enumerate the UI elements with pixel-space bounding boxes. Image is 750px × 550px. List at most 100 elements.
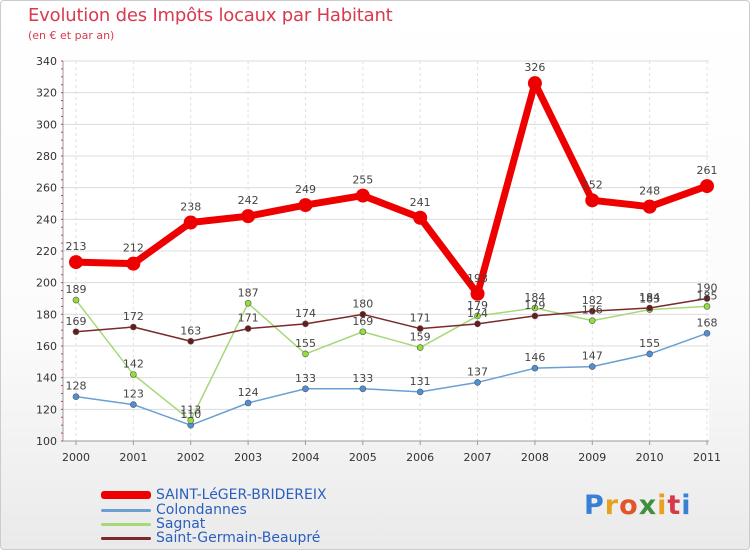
data-label: 174 bbox=[295, 307, 316, 320]
data-point bbox=[700, 179, 714, 194]
y-tick-label: 120 bbox=[36, 403, 57, 416]
chart-title: Evolution des Impôts locaux par Habitant bbox=[28, 5, 393, 26]
data-label: 163 bbox=[180, 324, 201, 337]
data-label: 326 bbox=[524, 61, 545, 74]
y-tick-label: 280 bbox=[36, 150, 57, 163]
data-point bbox=[646, 304, 653, 312]
y-tick-label: 300 bbox=[36, 118, 57, 131]
data-label: 185 bbox=[697, 289, 718, 302]
legend-swatch bbox=[101, 522, 151, 526]
data-point bbox=[244, 325, 252, 332]
data-label: 190 bbox=[697, 282, 718, 295]
data-point bbox=[703, 295, 711, 302]
data-point bbox=[187, 417, 195, 424]
series-line-0 bbox=[72, 79, 711, 298]
data-label: 174 bbox=[467, 307, 488, 320]
data-point bbox=[130, 401, 137, 408]
data-label: 110 bbox=[180, 408, 201, 421]
data-point bbox=[474, 379, 481, 386]
data-label: 180 bbox=[352, 297, 373, 310]
data-point bbox=[302, 320, 309, 328]
data-point bbox=[359, 328, 367, 336]
data-label: 155 bbox=[639, 337, 660, 350]
data-point bbox=[646, 350, 653, 358]
data-label: 252 bbox=[582, 178, 603, 191]
data-label: 133 bbox=[352, 372, 373, 385]
chart-subtitle: (en € et par an) bbox=[28, 29, 115, 42]
data-point bbox=[355, 188, 370, 203]
y-tick-label: 240 bbox=[36, 213, 57, 226]
data-label: 133 bbox=[295, 372, 316, 385]
legend-swatch bbox=[101, 536, 151, 540]
data-point bbox=[72, 296, 80, 304]
x-tick-label: 2005 bbox=[349, 451, 377, 464]
series-line-2 bbox=[75, 299, 708, 422]
data-point bbox=[474, 320, 481, 328]
data-point bbox=[470, 286, 485, 301]
x-tick-label: 2001 bbox=[119, 451, 147, 464]
data-point bbox=[416, 388, 424, 396]
x-tick-label: 2007 bbox=[464, 451, 492, 464]
data-point bbox=[359, 311, 367, 318]
data-label: 189 bbox=[66, 283, 87, 296]
y-tick-label: 180 bbox=[36, 308, 57, 321]
logo-letter: r bbox=[604, 490, 620, 521]
data-label: 155 bbox=[295, 337, 316, 350]
data-label: 238 bbox=[180, 201, 201, 214]
series-line-1 bbox=[75, 332, 708, 426]
x-tick-label: 2009 bbox=[578, 451, 606, 464]
data-point bbox=[588, 307, 596, 315]
data-point bbox=[298, 198, 313, 213]
legend-swatch bbox=[101, 508, 151, 512]
data-point bbox=[187, 337, 195, 345]
x-tick-label: 2000 bbox=[62, 451, 90, 464]
data-label: 248 bbox=[639, 185, 660, 198]
data-label: 213 bbox=[66, 240, 87, 253]
data-label: 176 bbox=[582, 304, 603, 317]
data-point bbox=[130, 323, 137, 331]
y-tick-label: 160 bbox=[36, 340, 57, 353]
data-label: 146 bbox=[524, 351, 545, 364]
data-point bbox=[72, 328, 80, 336]
data-label: 131 bbox=[410, 375, 431, 388]
data-point bbox=[585, 193, 600, 208]
data-point bbox=[588, 363, 596, 370]
data-point bbox=[531, 304, 539, 312]
legend-label: SAINT-LéGER-BRIDEREIX bbox=[156, 487, 327, 503]
data-point bbox=[531, 312, 539, 320]
legend-label: Sagnat bbox=[156, 516, 206, 532]
y-tick-label: 140 bbox=[36, 372, 57, 385]
data-point bbox=[413, 210, 428, 225]
logo-letter: P bbox=[584, 490, 605, 521]
legend-label: Saint-Germain-Beaupré bbox=[156, 530, 321, 546]
legend-item-saint-leger[interactable]: SAINT-LéGER-BRIDEREIX bbox=[101, 487, 327, 503]
data-point bbox=[302, 385, 309, 393]
logo-letter: o bbox=[619, 490, 639, 521]
legend-item-saint-germain[interactable]: Saint-Germain-Beaupré bbox=[101, 530, 321, 546]
data-label: 168 bbox=[697, 316, 718, 329]
data-label: 183 bbox=[639, 293, 660, 306]
y-tick-label: 200 bbox=[36, 277, 57, 290]
data-point bbox=[588, 317, 596, 324]
logo-letter: x bbox=[638, 490, 658, 521]
data-point bbox=[359, 385, 367, 393]
data-label: 171 bbox=[238, 312, 259, 325]
logo-letter: i bbox=[657, 490, 668, 521]
data-point bbox=[474, 312, 481, 320]
data-point bbox=[416, 344, 424, 351]
data-label: 137 bbox=[467, 365, 488, 378]
y-tick-label: 340 bbox=[36, 55, 57, 68]
data-label: 159 bbox=[410, 331, 431, 344]
data-label: 184 bbox=[524, 291, 545, 304]
logo-letter: t bbox=[667, 490, 682, 521]
data-label: 193 bbox=[467, 272, 488, 285]
data-point bbox=[69, 255, 83, 270]
legend-item-colondannes[interactable]: Colondannes bbox=[101, 502, 247, 518]
y-tick-label: 320 bbox=[36, 87, 57, 100]
data-point bbox=[244, 399, 252, 407]
data-point bbox=[531, 364, 539, 372]
legend-item-sagnat[interactable]: Sagnat bbox=[101, 516, 206, 532]
data-label: 184 bbox=[639, 291, 660, 304]
data-label: 124 bbox=[238, 386, 259, 399]
